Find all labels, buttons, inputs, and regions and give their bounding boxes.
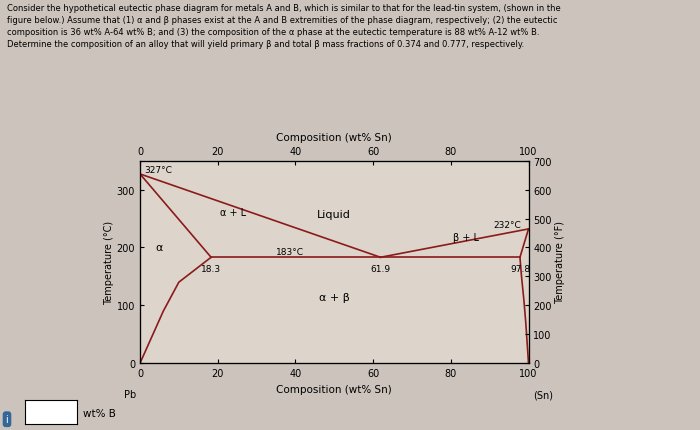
Text: 183°C: 183°C bbox=[276, 248, 304, 257]
Text: α + L: α + L bbox=[220, 207, 246, 217]
Text: Pb: Pb bbox=[125, 389, 136, 399]
Text: 232°C: 232°C bbox=[494, 221, 522, 229]
Text: Consider the hypothetical eutectic phase diagram for metals A and B, which is si: Consider the hypothetical eutectic phase… bbox=[7, 4, 561, 49]
Y-axis label: Temperature (°F): Temperature (°F) bbox=[554, 221, 565, 304]
Text: i: i bbox=[6, 414, 8, 424]
Y-axis label: Temperature (°C): Temperature (°C) bbox=[104, 220, 114, 304]
Text: wt% B: wt% B bbox=[83, 408, 116, 418]
X-axis label: Composition (wt% Sn): Composition (wt% Sn) bbox=[276, 133, 392, 143]
Text: α + β: α + β bbox=[319, 292, 349, 302]
X-axis label: Composition (wt% Sn): Composition (wt% Sn) bbox=[276, 384, 392, 394]
Text: α: α bbox=[155, 243, 163, 253]
Text: 327°C: 327°C bbox=[144, 166, 172, 175]
Text: (Sn): (Sn) bbox=[533, 389, 554, 399]
Text: β + L: β + L bbox=[454, 233, 480, 243]
Text: Liquid: Liquid bbox=[317, 209, 351, 219]
Text: 97.8: 97.8 bbox=[510, 264, 530, 273]
Text: 18.3: 18.3 bbox=[201, 264, 221, 273]
Text: 61.9: 61.9 bbox=[370, 264, 391, 273]
